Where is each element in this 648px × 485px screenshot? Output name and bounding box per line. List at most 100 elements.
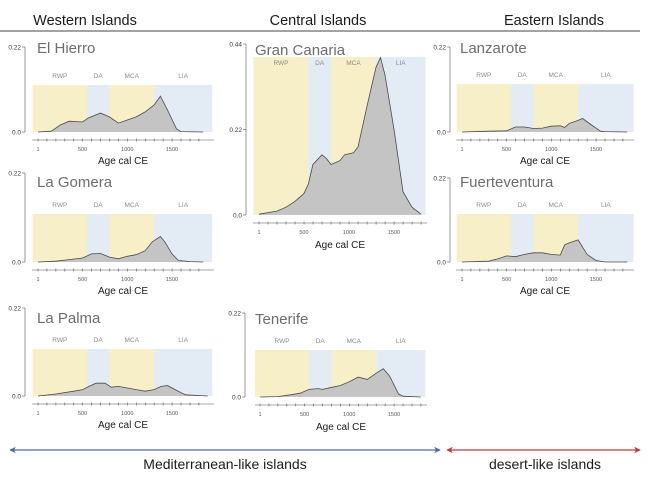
period-band-da — [309, 350, 332, 397]
density-line — [461, 118, 628, 133]
density-area — [260, 368, 421, 397]
x-axis-label: Age cal CE — [316, 422, 366, 433]
x-tick-label: 1000 — [343, 412, 355, 418]
x-tick-label: 500 — [299, 230, 308, 236]
y-tick-label: 0.0 — [233, 212, 242, 219]
y-tick-label: 0.0 — [437, 129, 446, 136]
y-tick-label: 0.22 — [8, 305, 21, 312]
period-label-da: DA — [94, 337, 104, 344]
period-label-lia: LIA — [396, 60, 406, 67]
period-label-mca: MCA — [125, 202, 140, 209]
x-tick-label: 500 — [300, 412, 309, 418]
x-tick-label: 500 — [78, 277, 87, 283]
period-band-rwp — [32, 349, 88, 396]
x-tick-label: 1000 — [121, 147, 133, 153]
density-area — [462, 118, 628, 132]
x-tick-label: 500 — [78, 411, 87, 417]
panel-title: Lanzarote — [460, 40, 527, 57]
x-tick-label: 1000 — [121, 411, 133, 417]
y-tick-label: 0.22 — [8, 170, 21, 177]
period-label-da: DA — [316, 338, 326, 345]
period-label-rwp: RWP — [476, 202, 491, 209]
x-tick-label: 1500 — [166, 411, 178, 417]
period-label-rwp: RWP — [476, 72, 491, 79]
x-axis-label: Age cal CE — [98, 420, 148, 431]
density-area — [38, 96, 204, 132]
period-label-da: DA — [94, 202, 104, 209]
x-tick-label: 500 — [502, 147, 511, 153]
x-tick-label: 1 — [257, 230, 260, 236]
y-tick-label: 0.22 — [433, 44, 446, 51]
period-band-da — [511, 214, 534, 262]
panel-title: Tenerife — [255, 311, 308, 328]
x-tick-label: 1 — [36, 277, 39, 283]
density-line — [37, 382, 208, 397]
period-label-rwp: RWP — [275, 338, 290, 345]
y-tick-label: 0.22 — [433, 175, 446, 182]
period-label-mca: MCA — [125, 337, 140, 344]
panel-title: El Hierro — [37, 40, 95, 57]
density-line — [37, 95, 204, 133]
mediterranean-label: Mediterranean-like islands — [143, 456, 306, 472]
density-area — [462, 239, 628, 262]
x-tick-label: 500 — [78, 147, 87, 153]
y-tick-label: 0.0 — [437, 259, 446, 266]
period-band-rwp — [253, 57, 309, 215]
period-band-rwp — [32, 214, 88, 262]
header-western-islands: Western Islands — [33, 13, 137, 29]
x-tick-label: 1 — [460, 277, 463, 283]
y-tick-label: 0.0 — [232, 394, 241, 401]
period-label-mca: MCA — [549, 72, 564, 79]
header-eastern-islands: Eastern Islands — [504, 13, 604, 29]
x-tick-label: 1000 — [545, 147, 557, 153]
x-tick-label: 1500 — [166, 277, 178, 283]
desert-label: desert-like islands — [489, 456, 601, 472]
period-label-da: DA — [518, 202, 528, 209]
period-label-rwp: RWP — [52, 73, 67, 80]
period-label-mca: MCA — [347, 338, 362, 345]
period-label-lia: LIA — [178, 337, 188, 344]
x-axis-label: Age cal CE — [520, 156, 570, 167]
x-tick-label: 1 — [36, 411, 39, 417]
density-area — [38, 236, 204, 262]
period-label-lia: LIA — [601, 72, 611, 79]
period-label-rwp: RWP — [273, 60, 288, 67]
x-axis-label: Age cal CE — [520, 286, 570, 297]
period-label-mca: MCA — [549, 202, 564, 209]
density-line — [37, 235, 204, 263]
density-area — [259, 57, 421, 215]
period-band-rwp — [456, 214, 512, 262]
period-band-da — [87, 214, 110, 262]
y-tick-label: 0.22 — [229, 127, 242, 134]
y-tick-label: 0.0 — [12, 393, 21, 400]
x-tick-label: 1500 — [388, 230, 400, 236]
y-tick-label: 0.44 — [229, 41, 242, 48]
period-label-rwp: RWP — [52, 202, 67, 209]
period-band-rwp — [255, 350, 310, 397]
x-axis-label: Age cal CE — [315, 240, 365, 251]
header-central-islands: Central Islands — [270, 13, 367, 29]
x-tick-label: 1 — [460, 147, 463, 153]
density-line — [259, 368, 421, 398]
period-label-da: DA — [315, 60, 325, 67]
panel-title: La Gomera — [37, 174, 113, 191]
x-tick-label: 1 — [258, 412, 261, 418]
y-tick-label: 0.0 — [12, 129, 21, 136]
period-band-da — [511, 84, 534, 132]
period-label-mca: MCA — [346, 60, 361, 67]
x-tick-label: 1500 — [590, 147, 602, 153]
density-line — [258, 56, 422, 215]
x-axis-label: Age cal CE — [98, 156, 148, 167]
x-tick-label: 1 — [36, 147, 39, 153]
y-tick-label: 0.22 — [8, 44, 21, 51]
period-label-lia: LIA — [178, 73, 188, 80]
x-tick-label: 1000 — [545, 277, 557, 283]
period-label-lia: LIA — [178, 202, 188, 209]
